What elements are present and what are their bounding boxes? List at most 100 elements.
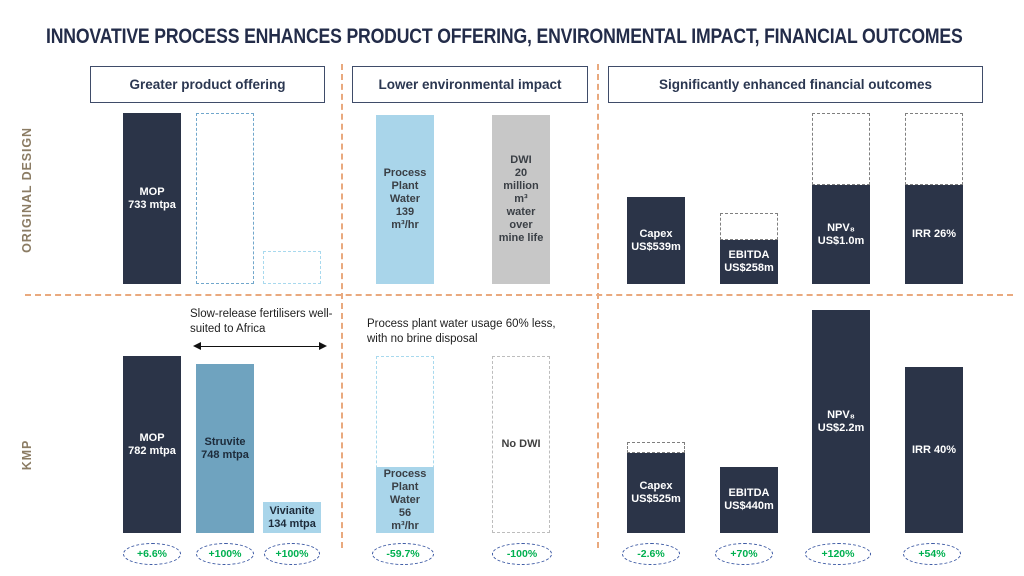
dwi-original-bar: DWI 20 million m³ water over mine life [492,115,550,284]
arrow-left-head-icon [193,342,201,350]
ebitda-original-bar: EBITDA US$258m [720,240,778,284]
irr-original-bar: IRR 26% [905,185,963,284]
bar-label-line: Vivianite [269,504,315,517]
row-label-kmp: KMP [20,439,34,471]
irr-original-bar-ghost [905,113,963,185]
note-line: with no brine disposal [367,333,478,345]
section-header-environmental-impact: Lower environmental impact [352,66,588,103]
process-plant-water-kmp-bar: Process Plant Water 56 m³/hr [376,467,434,533]
bar-label-line: over [509,219,533,231]
bar-label-line: Water [389,193,421,205]
note-line: Process plant water usage 60% less, [367,318,556,330]
capex-kmp-bar: Capex US$525m [627,453,685,533]
bar-label-line: 139 [395,206,415,218]
bar-label-line: US$525m [631,493,681,505]
bar-label-line: NPV₈ [827,221,855,234]
npv8-kmp-bar: NPV₈ US$2.2m [812,310,870,533]
npv8-original-bar: NPV₈ US$1.0m [812,185,870,284]
bar-label-line: US$1.0m [817,234,865,247]
ebitda-kmp-bar: EBITDA US$440m [720,467,778,533]
row-label-original-design: ORIGINAL DESIGN [20,127,34,253]
change-badge: +120% [805,543,871,565]
bar-label-line: 56 [398,506,412,519]
change-badge: +54% [903,543,961,565]
bar-label-line: water [506,206,536,218]
change-badge: +6.6% [123,543,181,565]
section-divider-vertical-1 [341,64,343,548]
bar-label-line: Capex [639,480,673,492]
bar-label-line: US$539m [631,240,681,253]
bar-label-line: US$2.2m [817,421,865,434]
bar-label-line: MOP [139,431,165,444]
bar-label-line: Struvite [204,435,246,448]
bar-label-line: m³/hr [391,219,419,231]
water-annotation: Process plant water usage 60% less, with… [367,317,556,347]
struvite-placeholder-bar-ghost [196,113,254,284]
fertiliser-annotation: Slow-release fertilisers well- suited to… [190,307,333,337]
bar-label-line: IRR 26% [911,228,957,240]
slide-title: INNOVATIVE PROCESS ENHANCES PRODUCT OFFE… [46,25,963,48]
change-badge: -59.7% [372,543,434,565]
bar-label-line: 748 mtpa [201,448,249,461]
vivianite-kmp-bar: Vivianite 134 mtpa [263,502,321,533]
bar-label-line: US$258m [724,262,774,274]
bar-label-line: EBITDA [728,487,770,499]
capex-original-bar: Capex US$539m [627,197,685,284]
bar-label-line: MOP [139,185,165,198]
struvite-kmp-bar: Struvite 748 mtpa [196,364,254,533]
note-line: Slow-release fertilisers well- [190,308,333,320]
change-badge: -2.6% [622,543,680,565]
change-badge-label: +100% [208,548,242,560]
bar-label-line: mine life [498,232,544,244]
npv8-original-bar-ghost [812,113,870,185]
vivianite-placeholder-bar-ghost [263,251,321,284]
bar-label-line: Process [383,467,427,480]
change-badge-label: -59.7% [386,548,420,560]
bar-label-line: m³ [514,193,528,205]
change-badge-label: +100% [275,548,309,560]
change-badge-label: -100% [506,548,538,560]
no-dwi-kmp-bar-ghost: No DWI [492,356,550,533]
bar-label-line: US$440m [724,500,774,512]
change-badge: -100% [492,543,552,565]
change-badge: +100% [264,543,320,565]
section-header-product-offering: Greater product offering [90,66,325,103]
change-badge-label: +70% [730,548,758,560]
bar-label-line: million [503,180,539,192]
row-divider-horizontal [25,294,1013,296]
note-line: suited to Africa [190,323,266,335]
bar-label-line: NPV₈ [827,408,855,421]
ebitda-original-bar-ghost [720,213,778,240]
change-badge: +70% [715,543,773,565]
mop-original-bar: MOP 733 mtpa [123,113,181,284]
mop-kmp-bar: MOP 782 mtpa [123,356,181,533]
bar-label-line: m³/hr [391,519,419,532]
bar-label-line: Process [383,167,427,179]
change-badge-label: +54% [918,548,946,560]
bar-label-line: No DWI [501,438,541,450]
irr-kmp-bar: IRR 40% [905,367,963,533]
capex-kmp-bar-ghost [627,442,685,453]
bar-label-line: Plant [391,480,419,493]
section-header-financial-outcomes: Significantly enhanced financial outcome… [608,66,983,103]
bar-label-line: 782 mtpa [128,444,176,457]
bar-label-line: Plant [391,180,419,192]
change-badge: +100% [196,543,254,565]
bar-label-line: Water [389,493,421,506]
section-divider-vertical-2 [597,64,599,548]
double-arrow [193,342,327,351]
change-badge-label: +6.6% [136,548,168,560]
bar-label-line: 20 [514,167,528,179]
process-plant-water-original-bar: Process Plant Water 139 m³/hr [376,115,434,284]
change-badge-label: +120% [821,548,855,560]
bar-label-line: 733 mtpa [128,198,176,211]
bar-label-line: Capex [639,227,673,240]
bar-label-line: EBITDA [728,249,770,261]
change-badge-label: -2.6% [637,548,665,560]
bar-label-line: DWI [510,154,532,166]
bar-label-line: IRR 40% [911,443,957,456]
arrow-shaft [198,345,322,348]
arrow-right-head-icon [319,342,327,350]
bar-label-line: 134 mtpa [268,517,316,530]
